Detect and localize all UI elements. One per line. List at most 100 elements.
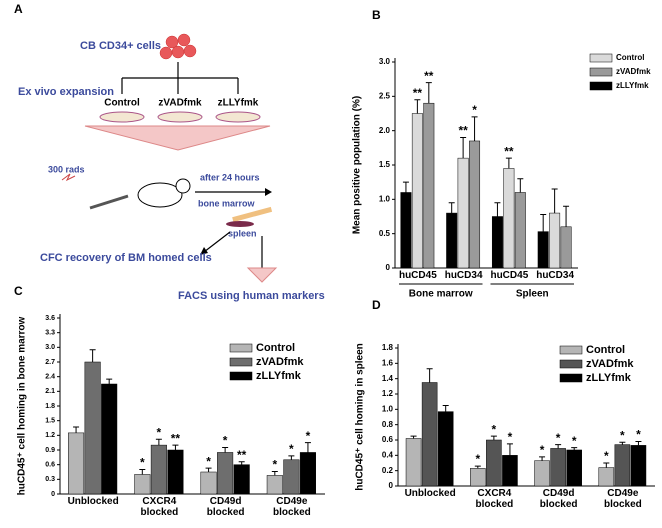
bar: [266, 475, 283, 495]
y-tick-label: 1.8: [45, 403, 55, 410]
bar: [101, 383, 118, 495]
legend-label: Control: [616, 53, 644, 62]
error-bar: [426, 368, 433, 383]
significance: *: [540, 443, 545, 457]
y-tick-label: 0.2: [382, 466, 394, 475]
legend-label: zVADfmk: [616, 67, 651, 76]
bar: [299, 452, 316, 495]
x-tick-label: huCD45: [490, 270, 529, 281]
x-tick-label: huCD34: [536, 270, 575, 281]
y-tick-label: 0.6: [45, 462, 55, 469]
y-tick-label: 3.6: [45, 315, 55, 322]
error-bar: [288, 455, 295, 460]
y-tick-label: 1.0: [379, 194, 391, 203]
error-bar: [442, 405, 449, 412]
bar: [446, 212, 458, 269]
y-axis-label: huCD45⁺ cell homing in spleen: [355, 343, 366, 491]
bar: [68, 432, 85, 495]
legend-label: zVADfmk: [256, 356, 304, 368]
y-tick-label: 0.6: [382, 435, 394, 444]
error-bar: [73, 426, 80, 433]
panel-label: C: [14, 284, 23, 298]
bar: [502, 455, 518, 487]
error-bar: [490, 435, 497, 440]
significance: *: [620, 428, 625, 442]
condition: zVADfmk: [158, 98, 202, 109]
error-bar: [603, 462, 610, 468]
y-tick-label: 0.9: [45, 447, 55, 454]
y-tick-label: 1.2: [45, 432, 55, 439]
condition: Control: [104, 98, 140, 109]
bar: [630, 445, 647, 487]
y-tick-label: 0: [51, 491, 55, 498]
error-bar: [271, 471, 278, 476]
error-bar: [540, 213, 547, 232]
diagram-text: Ex vivo expansion: [18, 86, 114, 98]
legend-swatch: [229, 371, 253, 381]
x-tick-label-box: huCD34: [536, 270, 575, 281]
significance: *: [206, 454, 211, 468]
y-tick-label: 0.5: [379, 229, 391, 238]
bar: [469, 140, 481, 269]
diagram-text: 300 rads: [48, 164, 85, 174]
significance: **: [237, 448, 247, 462]
error-bar: [551, 188, 558, 214]
x-tick-label-box: CD49d blocked: [207, 496, 245, 518]
y-tick-label: 3.0: [379, 57, 391, 66]
legend-swatch: [559, 345, 583, 355]
y-tick-label: 3.3: [45, 330, 55, 337]
x-tick-label-box: huCD34: [445, 270, 483, 281]
y-tick-label: 1.5: [45, 418, 55, 425]
x-tick-label-box: CD49d blocked: [540, 488, 578, 510]
y-tick-label: 1.8: [382, 343, 394, 352]
error-bar: [539, 456, 546, 461]
significance: **: [413, 86, 423, 100]
significance: *: [475, 452, 480, 466]
error-bar: [517, 178, 524, 193]
x-tick-label-box: CXCR4 blocked: [140, 496, 178, 518]
cell: [165, 35, 179, 49]
significance: *: [306, 429, 311, 443]
error-bar: [414, 99, 421, 114]
bar: [150, 444, 167, 495]
dish: [215, 111, 261, 123]
error-bar: [304, 442, 311, 453]
cell: [183, 44, 197, 58]
legend-swatch: [229, 343, 253, 353]
error-bar: [425, 82, 432, 104]
error-bar: [205, 467, 212, 472]
error-bar: [563, 205, 570, 227]
x-tick-label: CXCR4 blocked: [475, 488, 514, 510]
significance: *: [604, 449, 609, 463]
legend-swatch: [589, 81, 613, 91]
legend-label: zLLYfmk: [586, 372, 632, 384]
significance: *: [636, 428, 641, 442]
y-tick-label: 2.7: [45, 359, 55, 366]
bar: [549, 212, 561, 269]
x-tick-label-box: CD49e blocked: [604, 488, 642, 510]
significance: *: [223, 434, 228, 448]
y-tick-label: 0.3: [45, 476, 55, 483]
bar: [411, 113, 423, 269]
x-tick-label-box: CXCR4 blocked: [475, 488, 514, 510]
significance: *: [140, 456, 145, 470]
legend-label: Control: [586, 344, 625, 356]
x-tick-label-box: Unblocked: [405, 488, 456, 499]
error-bar: [448, 202, 455, 214]
bar: [217, 452, 234, 495]
arrowhead: [265, 188, 272, 196]
bar: [598, 467, 615, 487]
significance: **: [458, 124, 468, 138]
significance: **: [171, 431, 181, 445]
significance: **: [424, 69, 434, 83]
x-tick-label: CD49e blocked: [272, 496, 311, 518]
dish: [157, 111, 203, 123]
diagram-text: FACS using human markers: [178, 290, 325, 302]
funnel: [84, 125, 271, 151]
legend-label: zVADfmk: [586, 358, 634, 370]
diagram-text: CB CD34+ cells: [80, 40, 161, 52]
y-tick-label: 1.0: [382, 404, 394, 413]
bar: [560, 226, 572, 269]
bar: [614, 444, 631, 487]
